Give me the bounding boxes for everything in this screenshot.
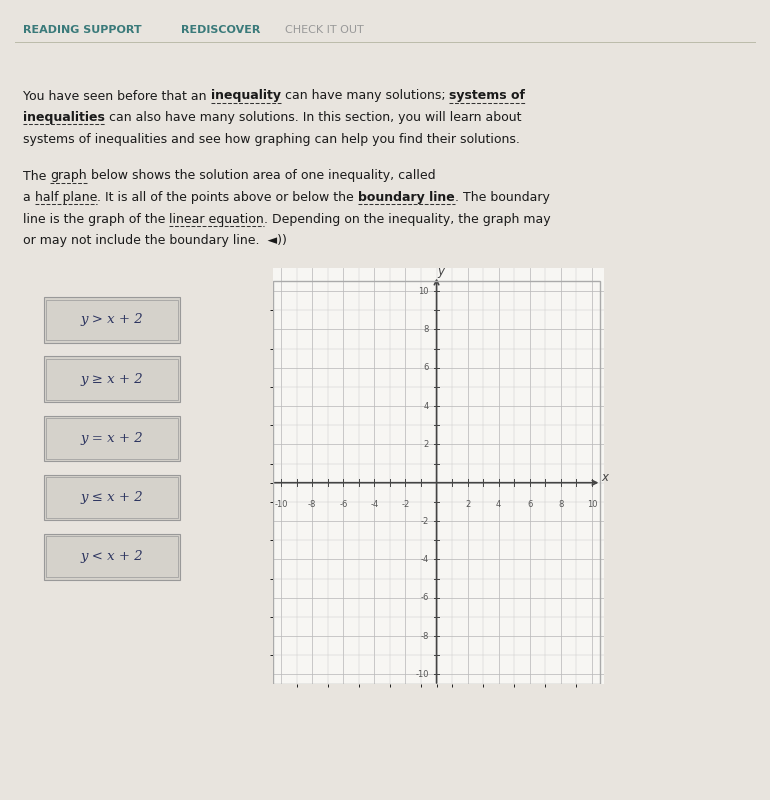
Text: The: The [23, 170, 51, 182]
Text: -8: -8 [308, 500, 316, 509]
Text: line is the graph of the: line is the graph of the [23, 213, 169, 226]
Text: y < x + 2: y < x + 2 [81, 550, 143, 563]
Text: READING SUPPORT: READING SUPPORT [23, 26, 142, 35]
Text: can also have many solutions. In this section, you will learn about: can also have many solutions. In this se… [105, 111, 521, 124]
Text: linear equation: linear equation [169, 213, 264, 226]
Text: a: a [23, 191, 35, 204]
FancyBboxPatch shape [44, 475, 180, 521]
Text: -6: -6 [339, 500, 347, 509]
Text: -2: -2 [401, 500, 410, 509]
Text: inequalities: inequalities [23, 111, 105, 124]
Text: below shows the solution area of one inequality, called: below shows the solution area of one ine… [87, 170, 436, 182]
Text: 10: 10 [418, 286, 429, 295]
Text: REDISCOVER: REDISCOVER [181, 26, 260, 35]
Text: -6: -6 [420, 594, 429, 602]
Text: inequality: inequality [211, 90, 280, 102]
Text: -2: -2 [420, 517, 429, 526]
Text: 6: 6 [424, 363, 429, 372]
Text: y = x + 2: y = x + 2 [81, 432, 143, 445]
Text: 8: 8 [424, 325, 429, 334]
Text: 6: 6 [527, 500, 533, 509]
Text: You have seen before that an: You have seen before that an [23, 90, 211, 102]
Text: -4: -4 [370, 500, 379, 509]
Text: 2: 2 [424, 440, 429, 449]
FancyBboxPatch shape [44, 297, 180, 342]
Text: or may not include the boundary line.  ◄)): or may not include the boundary line. ◄)… [23, 234, 287, 247]
Text: 8: 8 [558, 500, 564, 509]
Text: y ≥ x + 2: y ≥ x + 2 [81, 373, 143, 386]
Text: 4: 4 [496, 500, 501, 509]
Text: graph: graph [51, 170, 87, 182]
Text: y: y [437, 266, 444, 278]
Text: . The boundary: . The boundary [455, 191, 550, 204]
Text: half plane: half plane [35, 191, 97, 204]
Text: y > x + 2: y > x + 2 [81, 314, 143, 326]
Text: -8: -8 [420, 631, 429, 641]
Text: systems of: systems of [449, 90, 525, 102]
Text: -10: -10 [415, 670, 429, 679]
Text: . It is all of the points above or below the: . It is all of the points above or below… [97, 191, 358, 204]
Text: . Depending on the inequality, the graph may: . Depending on the inequality, the graph… [264, 213, 551, 226]
FancyBboxPatch shape [44, 416, 180, 461]
Text: x: x [601, 471, 609, 485]
Text: boundary line: boundary line [358, 191, 455, 204]
FancyBboxPatch shape [44, 534, 180, 579]
Text: 2: 2 [465, 500, 470, 509]
Text: can have many solutions;: can have many solutions; [280, 90, 449, 102]
Text: 4: 4 [424, 402, 429, 410]
FancyBboxPatch shape [44, 357, 180, 402]
Text: systems of inequalities and see how graphing can help you find their solutions.: systems of inequalities and see how grap… [23, 133, 520, 146]
Text: CHECK IT OUT: CHECK IT OUT [285, 26, 363, 35]
Text: y ≤ x + 2: y ≤ x + 2 [81, 491, 143, 504]
Text: -10: -10 [274, 500, 288, 509]
Text: 10: 10 [587, 500, 598, 509]
Text: -4: -4 [420, 555, 429, 564]
